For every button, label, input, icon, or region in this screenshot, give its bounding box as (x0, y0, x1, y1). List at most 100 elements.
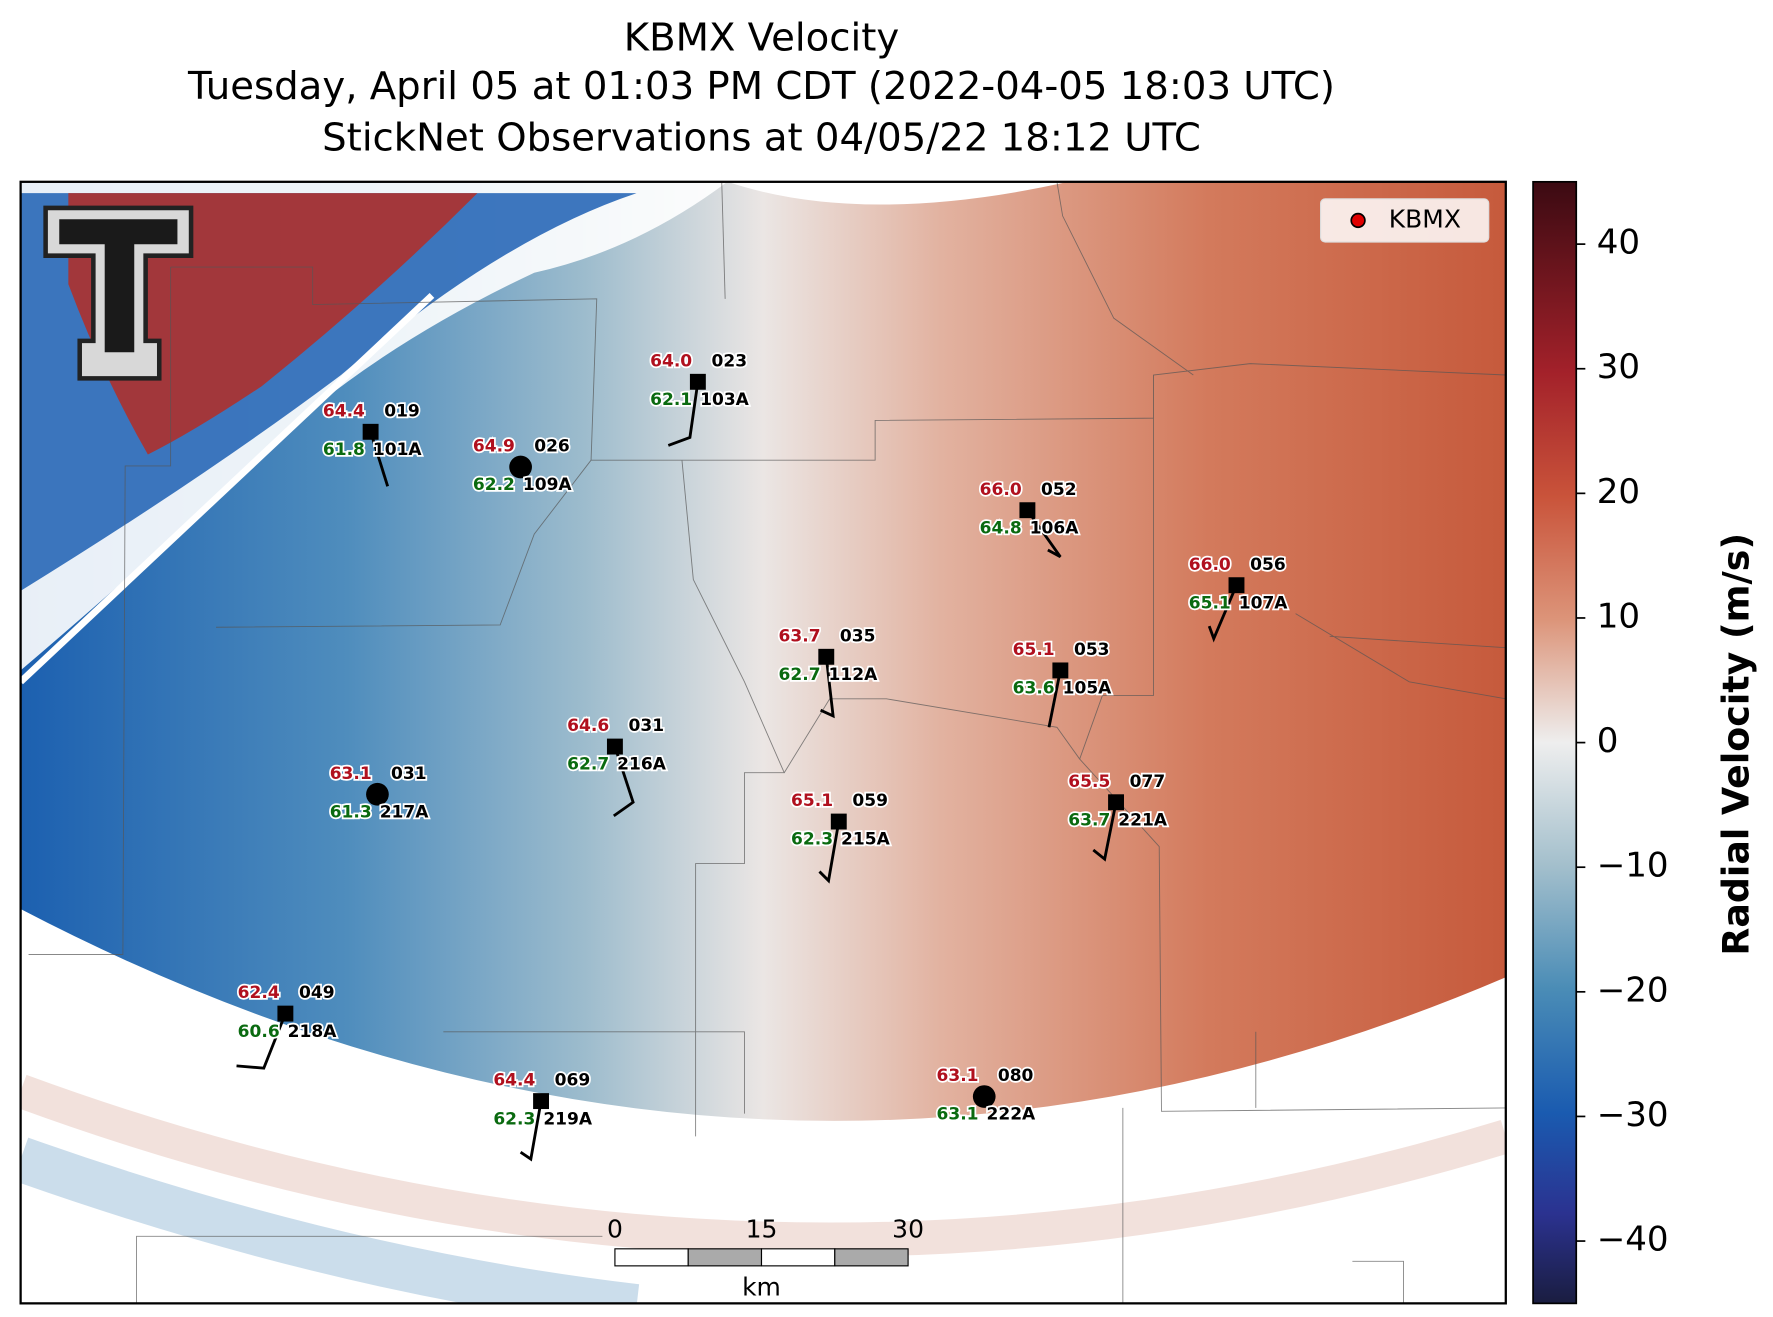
scale-segment (614, 1248, 689, 1267)
station-id: 077 (1130, 772, 1166, 792)
colorbar-tick-label: −30 (1597, 1095, 1669, 1135)
logo (43, 205, 194, 381)
wind-barb (612, 746, 635, 818)
radar-map (20, 181, 1506, 1304)
station-marker (1228, 577, 1245, 594)
temperature: 65.1 (791, 791, 833, 811)
title-line: StickNet Observations at 04/05/22 18:12 … (322, 115, 1201, 160)
station-marker (1108, 794, 1124, 811)
wind-barb (519, 1100, 543, 1162)
station-id: 031 (629, 716, 665, 736)
wind-barb (1026, 509, 1062, 559)
radar-echo (20, 1137, 640, 1304)
station-id: 023 (712, 351, 748, 371)
station-marker (606, 738, 623, 755)
station-code: 217A (380, 802, 430, 822)
dewpoint: 62.2 (473, 475, 515, 495)
wind-barb (1207, 584, 1238, 643)
scale-segment (834, 1248, 909, 1267)
station-id: 049 (299, 983, 335, 1003)
colorbar-tick-label: 30 (1597, 347, 1640, 387)
dewpoint: 62.3 (791, 830, 833, 850)
station-marker (362, 423, 379, 440)
legend-marker (1350, 212, 1366, 229)
colorbar-tick-label: −10 (1597, 846, 1669, 886)
station-code: 109A (523, 475, 573, 495)
station-code: 112A (829, 665, 879, 685)
station-marker (1019, 502, 1036, 519)
station-marker (830, 813, 847, 830)
station-code: 218A (288, 1022, 338, 1042)
station-id: 080 (998, 1066, 1034, 1086)
dewpoint: 63.1 (936, 1105, 978, 1125)
station-code: 101A (373, 440, 423, 460)
scale-label: 0 (607, 1215, 623, 1244)
colorbar-tick-label: −20 (1597, 970, 1669, 1010)
dewpoint: 61.8 (323, 440, 365, 460)
station-marker (277, 1005, 294, 1022)
station-code: 216A (617, 755, 667, 775)
dewpoint: 63.7 (1068, 810, 1110, 830)
station-id: 052 (1041, 480, 1077, 500)
colorbar-ticks: 40 30 20 10 0 −10 −20 −30 −40 (1576, 223, 1669, 1260)
wind-barb (818, 821, 841, 884)
station-code: 221A (1118, 810, 1168, 830)
station-id: 059 (852, 791, 888, 811)
station-marker (972, 1085, 996, 1108)
station-marker (818, 648, 835, 665)
colorbar-tick-label: 40 (1597, 223, 1640, 263)
no-data (727, 181, 1069, 205)
no-data (20, 292, 435, 685)
map-frame (19, 180, 1507, 1305)
title-line: Tuesday, April 05 at 01:03 PM CDT (2022-… (187, 64, 1335, 109)
legend-box (1320, 198, 1490, 243)
dewpoint: 62.1 (650, 390, 692, 410)
dewpoint: 60.6 (238, 1022, 280, 1042)
station-code: 222A (986, 1105, 1036, 1125)
no-data (20, 909, 1506, 1304)
colorbar-label: Radial Velocity (m/s) (1715, 533, 1758, 956)
temperature: 63.1 (936, 1066, 978, 1086)
temperature: 62.4 (238, 983, 280, 1003)
station-marker (509, 455, 532, 479)
station-id: 069 (555, 1071, 591, 1091)
station-id: 035 (840, 626, 876, 646)
dewpoint: 64.8 (980, 518, 1022, 538)
temperature: 64.4 (493, 1071, 535, 1091)
station-id: 031 (391, 764, 427, 784)
stations: 64.4 019 61.8 101A 64.9 026 62.2 109A 64.0 023 62.… (236, 350, 1290, 1162)
legend: KBMX (1320, 198, 1490, 243)
wind-barb (667, 381, 700, 447)
dewpoint: 65.1 (1189, 593, 1231, 613)
station-id: 056 (1250, 555, 1286, 575)
title-line: KBMX Velocity (624, 15, 899, 60)
dewpoint: 61.3 (330, 802, 372, 822)
station-code: 105A (1063, 679, 1113, 699)
station-marker (1052, 662, 1069, 679)
radar-echo (20, 1074, 1506, 1257)
station-marker (689, 373, 706, 390)
scale-segment (687, 1248, 763, 1267)
station-code: 107A (1239, 593, 1289, 613)
dewpoint: 63.6 (1013, 679, 1055, 699)
temperature: 63.7 (779, 626, 821, 646)
temperature: 63.1 (330, 764, 372, 784)
station-code: 106A (1030, 518, 1080, 538)
station-code: 219A (543, 1109, 593, 1129)
wind-barb (236, 1013, 287, 1070)
colorbar-tick-label: 20 (1597, 472, 1640, 512)
scale-label: 30 (892, 1215, 924, 1244)
temperature: 66.0 (1189, 555, 1231, 575)
station-id: 019 (384, 401, 420, 421)
temperature: 64.0 (650, 351, 692, 371)
temperature: 65.1 (1013, 640, 1055, 660)
station-code: 103A (700, 390, 750, 410)
scale-label: 15 (746, 1215, 778, 1244)
station-marker (533, 1093, 550, 1110)
scale-bar: 0 15 30 km (607, 1215, 924, 1302)
scale-unit: km (742, 1273, 781, 1302)
scale-segment (760, 1248, 836, 1267)
station-id: 026 (534, 437, 570, 457)
dewpoint: 62.7 (779, 665, 821, 685)
